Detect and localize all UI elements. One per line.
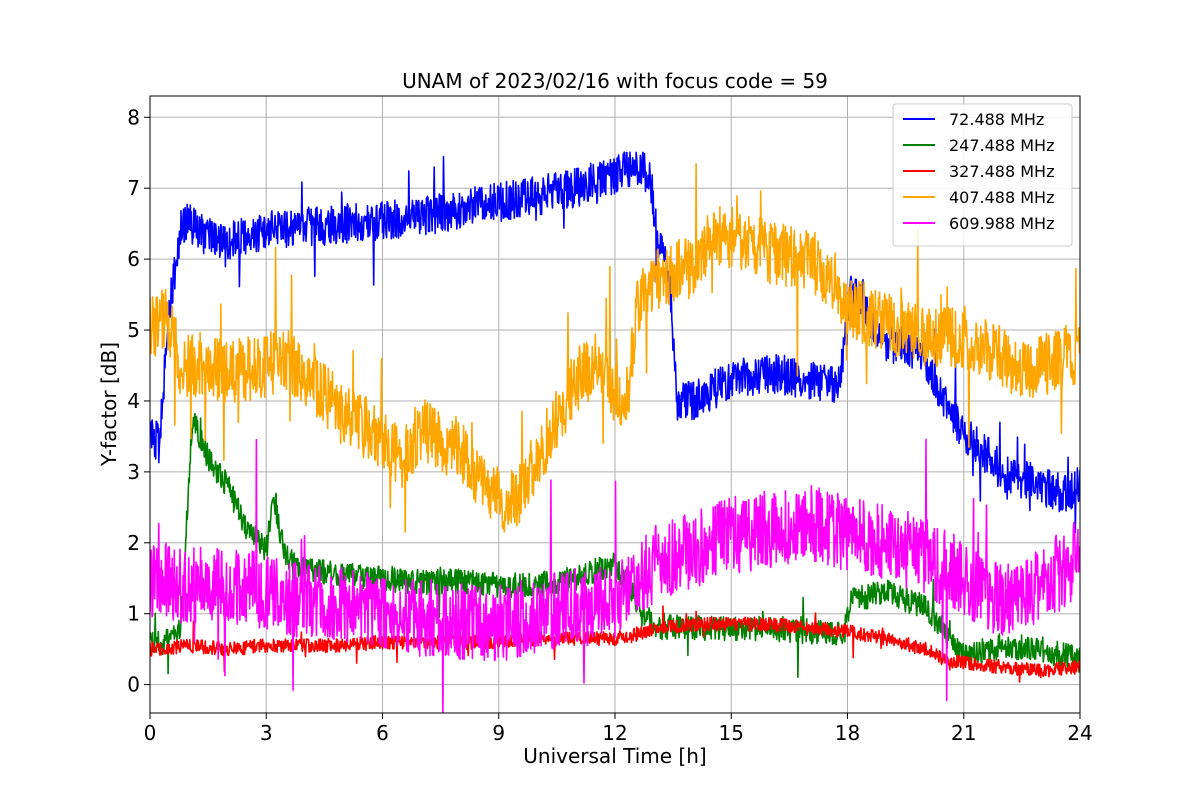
y-axis: 0 1 2 3 4 5 6 7 8	[127, 105, 150, 697]
x-tick-label: 9	[492, 721, 505, 745]
y-tick-label: 1	[127, 602, 140, 626]
legend-label-4: 609.988 MHz	[949, 214, 1054, 233]
x-axis-title: Universal Time [h]	[523, 744, 706, 768]
x-tick-label: 18	[835, 721, 860, 745]
x-axis: 0 3 6 9 12 15 18 21 24	[144, 713, 1093, 745]
y-tick-label: 6	[127, 247, 140, 271]
x-tick-label: 12	[602, 721, 627, 745]
y-tick-label: 8	[127, 105, 140, 129]
y-tick-label: 7	[127, 176, 140, 200]
legend-label-3: 407.488 MHz	[949, 188, 1054, 207]
y-tick-label: 4	[127, 389, 140, 413]
series-line-2	[150, 605, 1080, 683]
x-tick-label: 15	[719, 721, 744, 745]
series-layer	[150, 151, 1080, 713]
y-tick-label: 0	[127, 673, 140, 697]
legend-label-2: 327.488 MHz	[949, 162, 1054, 181]
legend: 72.488 MHz 247.488 MHz 327.488 MHz 407.488 …	[892, 103, 1073, 247]
y-tick-label: 3	[127, 460, 140, 484]
x-tick-label: 24	[1067, 721, 1092, 745]
y-tick-label: 2	[127, 531, 140, 555]
x-tick-label: 0	[144, 721, 157, 745]
legend-label-1: 247.488 MHz	[949, 136, 1054, 155]
x-tick-label: 6	[376, 721, 389, 745]
series-line-4	[150, 438, 1080, 713]
x-tick-label: 3	[260, 721, 273, 745]
y-axis-title: Y-factor [dB]	[97, 342, 121, 467]
y-tick-label: 5	[127, 318, 140, 342]
chart-title: UNAM of 2023/02/16 with focus code = 59	[402, 69, 828, 93]
series-line-3	[150, 163, 1080, 533]
legend-label-0: 72.488 MHz	[949, 110, 1044, 129]
legend-box	[892, 103, 1073, 247]
x-tick-label: 21	[951, 721, 976, 745]
